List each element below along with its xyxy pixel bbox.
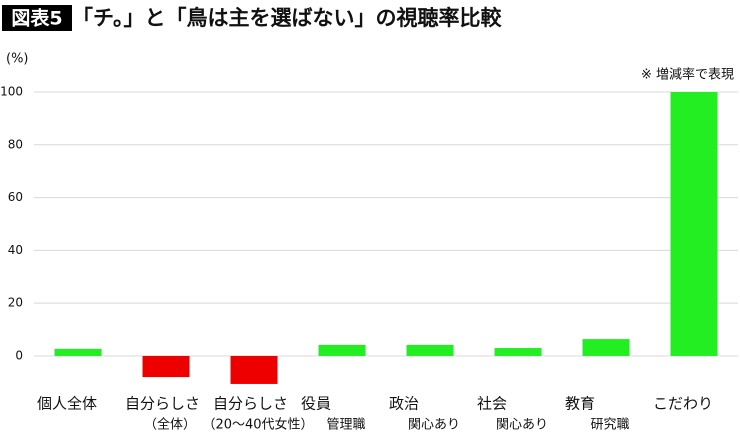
y-tick-label: 60 [8, 190, 23, 204]
bar [318, 344, 366, 356]
x-tick-label: 管理職 [326, 418, 365, 433]
y-tick-label: 20 [8, 296, 23, 310]
x-tick-label: 関心あり [496, 418, 548, 433]
x-tick-label: こだわり [653, 395, 713, 413]
bar [582, 339, 630, 356]
bar [230, 355, 278, 384]
bar [406, 344, 454, 356]
x-tick-label: 教育 [565, 395, 595, 413]
figure-badge [2, 5, 72, 31]
x-tick-label: （20〜40代女性） [202, 417, 313, 433]
y-tick-label: 40 [8, 243, 23, 257]
x-tick-label: 役員 [301, 395, 331, 413]
bar [670, 92, 718, 356]
y-tick-label: 100 [0, 85, 23, 99]
chart-title: 「チ。」と「鳥は主を選ばない」の視聴率比較 [72, 6, 502, 30]
x-tick-label: 関心あり [408, 418, 460, 433]
figure-label: 図表5 [11, 7, 62, 30]
x-tick-label: （全体） [144, 417, 196, 433]
x-tick-label: 社会 [477, 395, 507, 413]
bar [54, 348, 102, 356]
x-tick-label: 研究職 [590, 418, 629, 433]
y-tick-label: 80 [8, 137, 23, 151]
x-tick-label: 自分らしさ [213, 395, 288, 413]
y-tick-label: 0 [15, 348, 23, 362]
x-tick-label: 個人全体 [37, 395, 97, 413]
y-unit: (%) [6, 52, 29, 67]
x-tick-label: 自分らしさ [125, 395, 200, 413]
bar [142, 355, 190, 378]
note: ※ 増減率で表現 [641, 67, 734, 83]
x-tick-label: 政治 [389, 395, 419, 413]
bar [494, 348, 542, 356]
